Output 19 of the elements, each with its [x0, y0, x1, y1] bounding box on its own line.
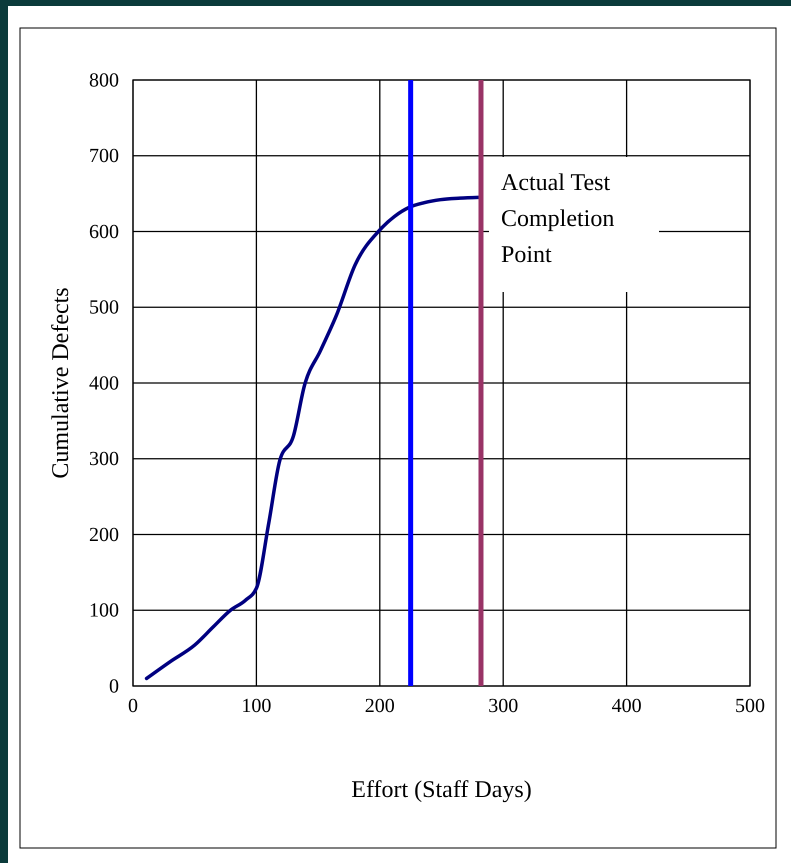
x-tick-label: 200	[364, 695, 395, 718]
y-axis-title: Cumulative Defects	[48, 287, 74, 479]
y-tick-label: 800	[89, 69, 119, 92]
y-tick-label: 500	[89, 296, 119, 319]
y-tick-label: 400	[89, 372, 119, 394]
x-tick-label: 400	[612, 695, 642, 718]
x-tick-label: 0	[128, 695, 138, 718]
y-tick-label: 0	[109, 675, 119, 698]
x-tick-label: 300	[488, 695, 518, 718]
x-tick-label: 500	[735, 695, 765, 718]
x-axis-title: Effort (Staff Days)	[351, 777, 532, 803]
x-tick-label: 100	[241, 695, 272, 718]
y-tick-label: 600	[89, 220, 119, 243]
y-tick-label: 200	[89, 524, 119, 546]
y-tick-label: 700	[89, 145, 119, 168]
line-series	[144, 196, 480, 680]
y-tick-label: 100	[89, 600, 119, 622]
ref-line-label: Actual Test Completion Point	[500, 170, 614, 268]
y-tick-label: 300	[89, 448, 119, 470]
